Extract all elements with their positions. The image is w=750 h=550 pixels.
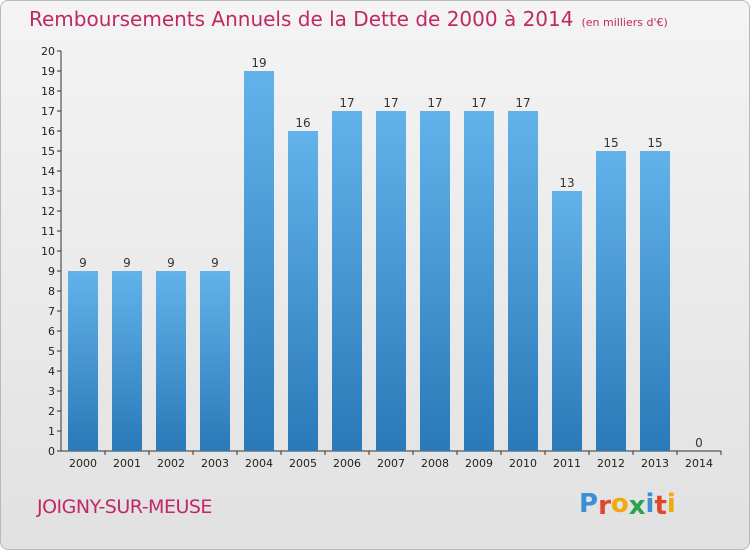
y-tick-label: 5	[48, 345, 55, 358]
y-tick-label: 1	[48, 425, 55, 438]
y-tick-label: 12	[41, 205, 55, 218]
y-tick-label: 14	[41, 165, 55, 178]
y-tick-label: 2	[48, 405, 55, 418]
bar-2008[interactable]	[420, 111, 450, 451]
x-tick-label: 2009	[465, 457, 493, 470]
y-tick-label: 16	[41, 125, 55, 138]
chart-title: Remboursements Annuels de la Dette de 20…	[29, 7, 668, 31]
logo-letter: x	[628, 491, 646, 521]
data-label-2003: 9	[211, 256, 219, 270]
data-label-2007: 17	[383, 96, 398, 110]
bar-2006[interactable]	[332, 111, 362, 451]
x-tick-label: 2014	[685, 457, 713, 470]
data-label-2005: 16	[295, 116, 310, 130]
y-tick-label: 6	[48, 325, 55, 338]
bar-2007[interactable]	[376, 111, 406, 451]
bar-2003[interactable]	[200, 271, 230, 451]
x-tick-label: 2003	[201, 457, 229, 470]
y-tick-label: 19	[41, 65, 55, 78]
data-label-2002: 9	[167, 256, 175, 270]
bar-2004[interactable]	[244, 71, 274, 451]
data-label-2010: 17	[515, 96, 530, 110]
bar-2000[interactable]	[68, 271, 98, 451]
y-tick-label: 10	[41, 245, 55, 258]
bar-2012[interactable]	[596, 151, 626, 451]
y-tick-label: 8	[48, 285, 55, 298]
y-tick-label: 0	[48, 445, 55, 458]
y-tick-label: 11	[41, 225, 55, 238]
data-label-2001: 9	[123, 256, 131, 270]
x-tick-label: 2005	[289, 457, 317, 470]
data-label-2009: 17	[471, 96, 486, 110]
x-tick-label: 2007	[377, 457, 405, 470]
data-label-2008: 17	[427, 96, 442, 110]
x-tick-label: 2000	[69, 457, 97, 470]
commune-name: JOIGNY-SUR-MEUSE	[37, 496, 212, 518]
y-tick-label: 18	[41, 85, 55, 98]
bar-2013[interactable]	[640, 151, 670, 451]
x-axis: 2000 2001 2002 2003 2004 2005 2006 2007 2008 2009…	[61, 450, 722, 470]
x-tick-label: 2013	[641, 457, 669, 470]
logo-letter: r	[598, 491, 611, 521]
chart-title-text: Remboursements Annuels de la Dette de 20…	[29, 7, 574, 31]
y-tick-label: 7	[48, 305, 55, 318]
y-tick-label: 9	[48, 265, 55, 278]
x-tick-label: 2004	[245, 457, 273, 470]
y-tick-label: 17	[41, 105, 55, 118]
x-tick-label: 2012	[597, 457, 625, 470]
logo-letter: i	[666, 489, 676, 519]
logo-letter: o	[610, 489, 629, 519]
bar-2005[interactable]	[288, 131, 318, 451]
bar-2010[interactable]	[508, 111, 538, 451]
data-label-2014: 0	[695, 436, 703, 450]
bar-2002[interactable]	[156, 271, 186, 451]
logo-letter: P	[579, 489, 599, 519]
data-label-2011: 13	[559, 176, 574, 190]
data-label-2006: 17	[339, 96, 354, 110]
x-tick-label: 2002	[157, 457, 185, 470]
x-tick-label: 2011	[553, 457, 581, 470]
y-tick-label: 4	[48, 365, 55, 378]
data-label-2004: 19	[251, 56, 266, 70]
x-tick-label: 2001	[113, 457, 141, 470]
y-tick-label: 20	[41, 45, 55, 58]
logo-letter: i	[645, 489, 655, 519]
data-label-2012: 15	[603, 136, 618, 150]
x-tick-label: 2006	[333, 457, 361, 470]
bar-2011[interactable]	[552, 191, 582, 451]
x-tick-label: 2008	[421, 457, 449, 470]
chart-unit: (en milliers d'€)	[581, 16, 668, 29]
bars: 9 9 9 9 19 16 17 17 17 17 17 13 15 15 0	[68, 56, 703, 451]
y-tick-label: 13	[41, 185, 55, 198]
y-tick-label: 15	[41, 145, 55, 158]
bar-2009[interactable]	[464, 111, 494, 451]
x-tick-label: 2010	[509, 457, 537, 470]
y-tick-label: 3	[48, 385, 55, 398]
logo-letter: t	[654, 491, 667, 521]
bar-2001[interactable]	[112, 271, 142, 451]
data-label-2013: 15	[647, 136, 662, 150]
proxiti-logo[interactable]: Proxiti	[579, 489, 676, 521]
data-label-2000: 9	[79, 256, 87, 270]
